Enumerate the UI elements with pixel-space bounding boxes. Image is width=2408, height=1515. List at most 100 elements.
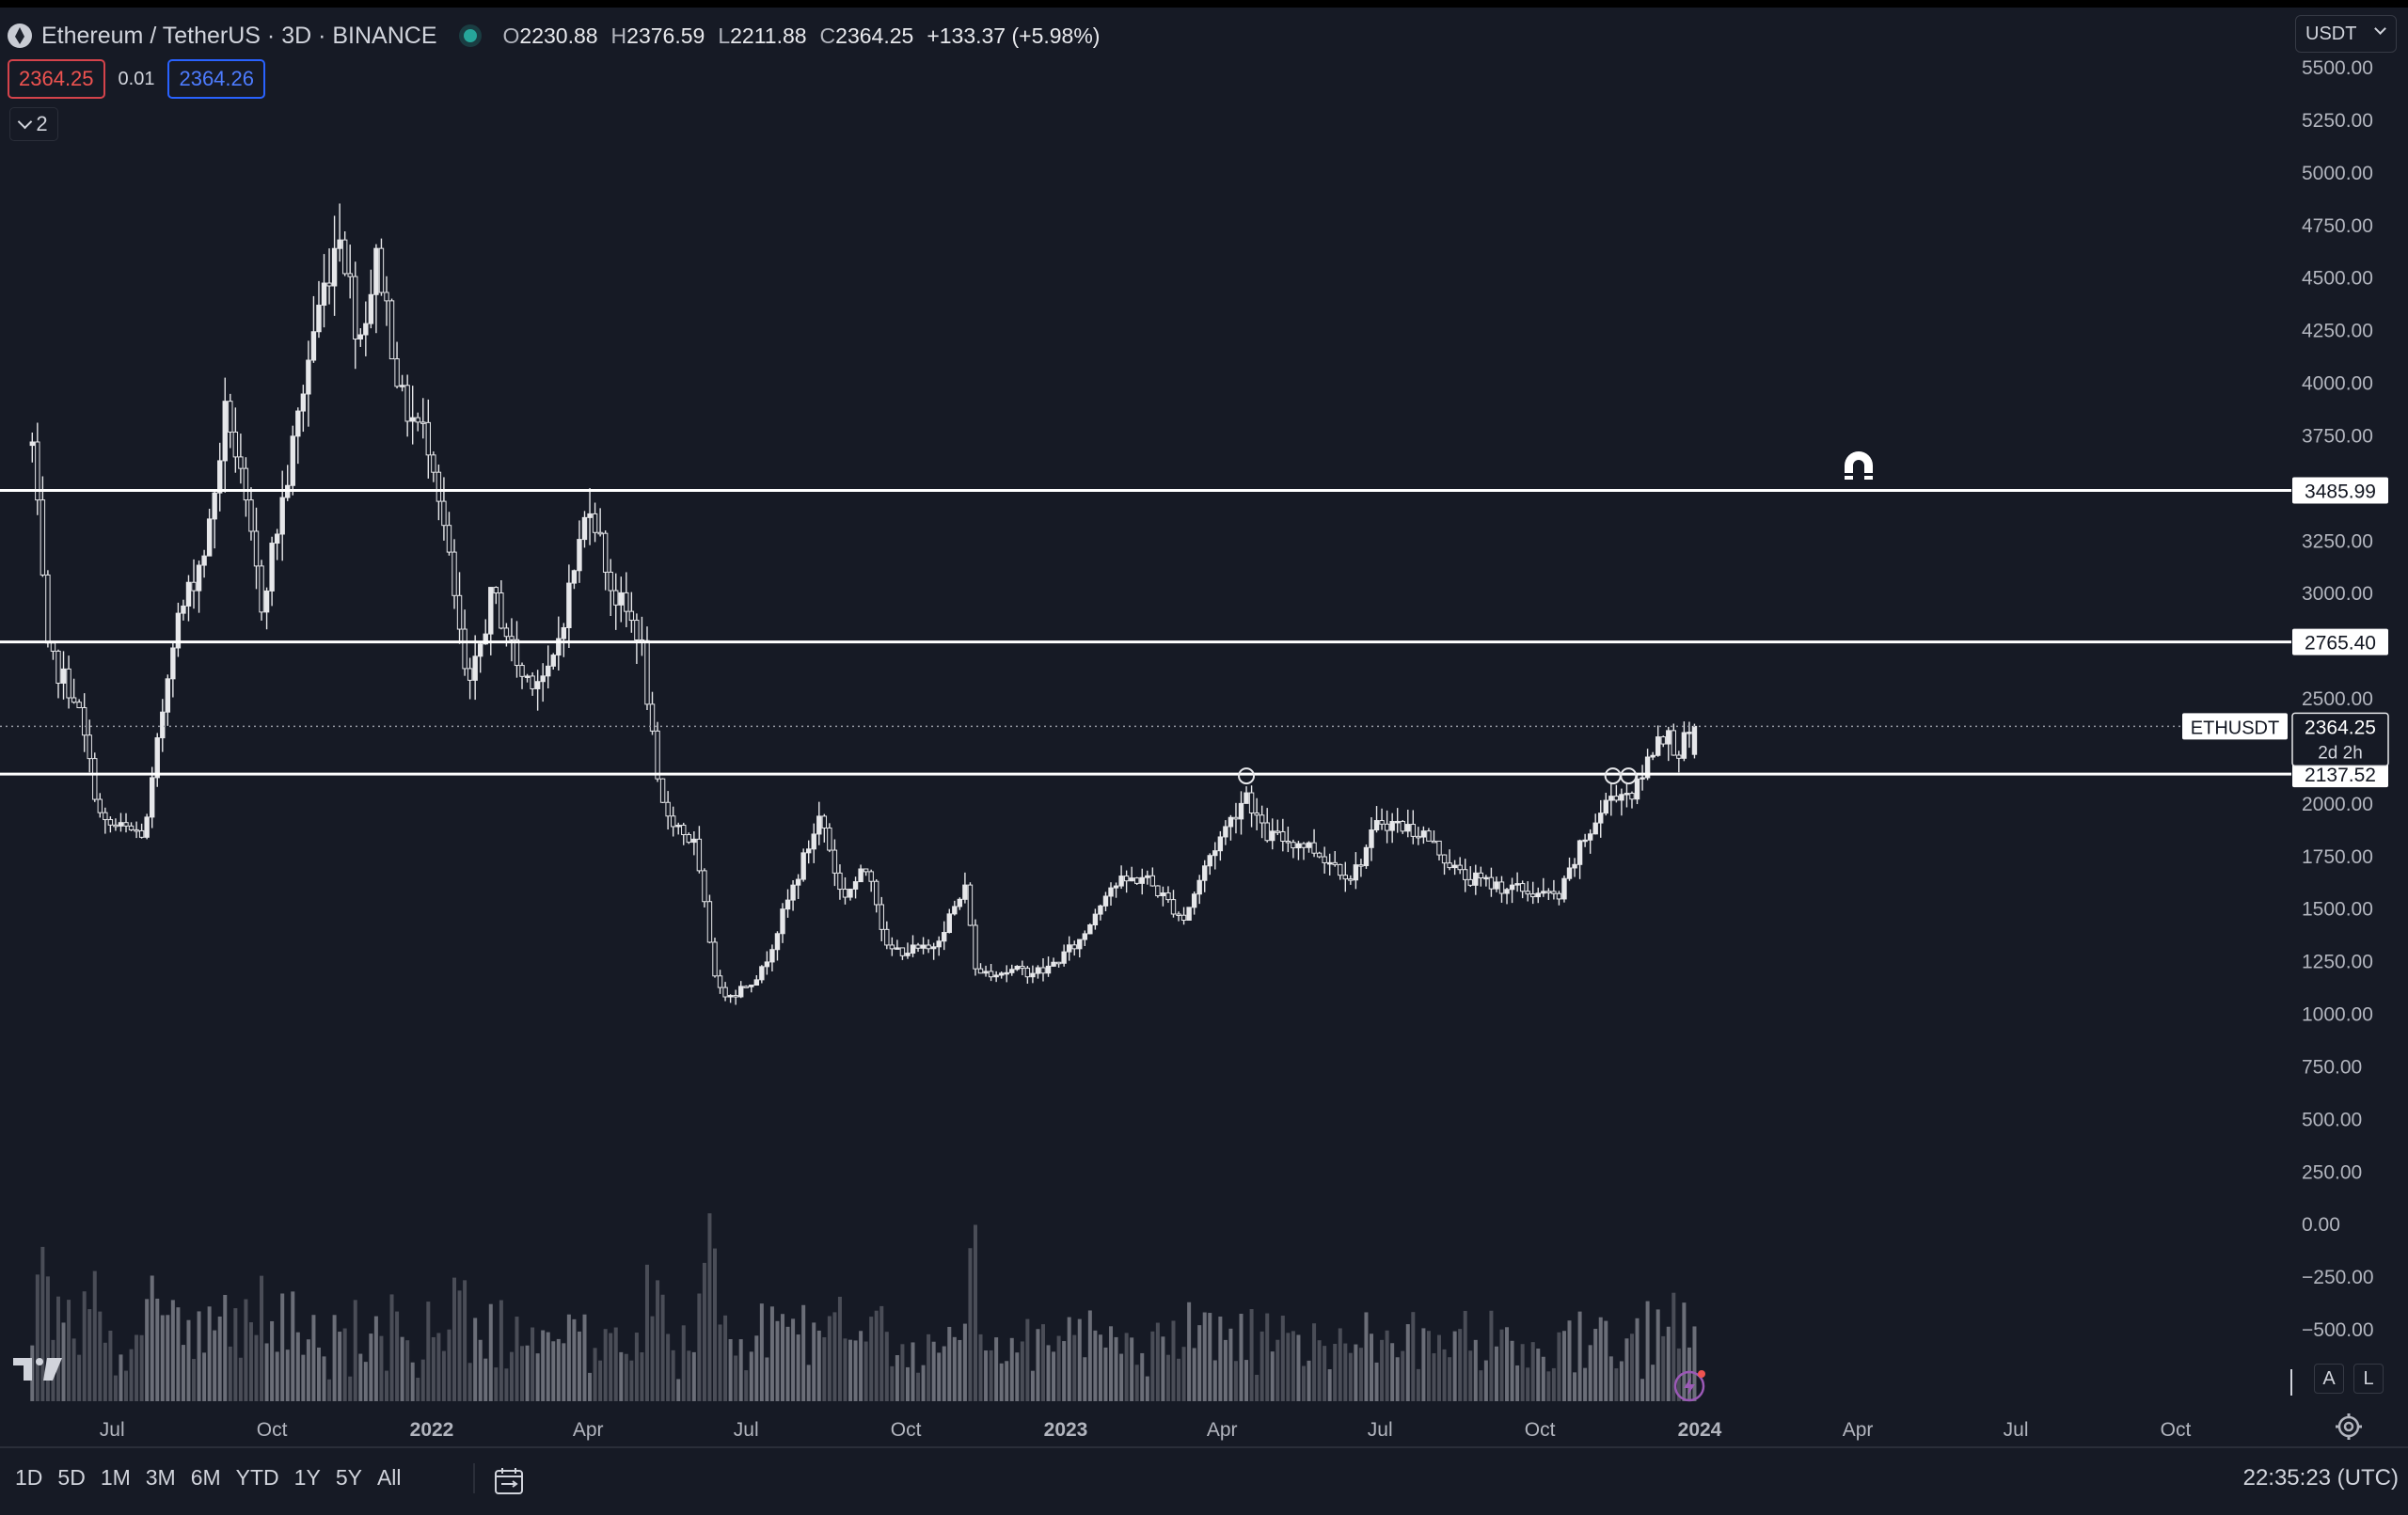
candle — [1264, 822, 1270, 842]
volume-bar — [244, 1299, 248, 1401]
volume-bar — [395, 1311, 400, 1401]
candle — [92, 758, 98, 800]
candle — [1098, 905, 1103, 915]
volume-bar — [1567, 1320, 1572, 1401]
candle — [326, 282, 332, 287]
candle — [138, 829, 145, 838]
time-axis-tick: Jul — [1368, 1419, 1393, 1441]
volume-bar — [207, 1306, 212, 1401]
tradingview-logo[interactable] — [11, 1354, 64, 1382]
auto-scale-button[interactable]: A — [2314, 1364, 2344, 1394]
range-button-5d[interactable]: 5D — [57, 1465, 86, 1490]
volume-bar — [962, 1323, 967, 1401]
candle — [1447, 862, 1452, 869]
symbol-legend[interactable]: Ethereum / TetherUS · 3D · BINANCE O2230… — [8, 17, 1113, 55]
volume-bar — [832, 1312, 837, 1401]
sell-price-button[interactable]: 2364.25 — [8, 59, 105, 99]
volume-bar — [1098, 1334, 1102, 1401]
volume-bar — [135, 1334, 139, 1401]
volume-bar — [1046, 1345, 1051, 1401]
range-button-6m[interactable]: 6M — [190, 1465, 221, 1490]
volume-bar — [1390, 1343, 1395, 1401]
candle — [71, 697, 77, 703]
candle — [321, 282, 327, 307]
calendar-range-icon[interactable] — [494, 1467, 524, 1495]
symbol-label: ETHUSDT — [2191, 718, 2279, 738]
candle — [290, 435, 295, 486]
volume-bar — [405, 1340, 410, 1401]
volume-bar — [124, 1370, 129, 1401]
range-button-3m[interactable]: 3M — [145, 1465, 176, 1490]
bid-ask-panel: 2364.25 0.01 2364.26 — [8, 59, 265, 99]
range-button-1d[interactable]: 1D — [15, 1465, 43, 1490]
candle — [1572, 863, 1577, 869]
magnet-icon[interactable] — [1842, 450, 1876, 481]
candle — [253, 530, 260, 567]
candle — [1655, 736, 1661, 756]
candle — [1223, 826, 1228, 838]
candle — [1045, 965, 1052, 974]
candle — [446, 525, 452, 553]
volume-bar — [1301, 1365, 1306, 1401]
volume-bar — [1614, 1368, 1619, 1401]
buy-price-button[interactable]: 2364.26 — [167, 59, 265, 99]
range-button-ytd[interactable]: YTD — [235, 1465, 279, 1490]
volume-bar — [515, 1317, 519, 1401]
candle — [1040, 967, 1046, 974]
candle — [806, 848, 812, 854]
candle — [228, 401, 233, 433]
flash-icon[interactable] — [1672, 1367, 1708, 1403]
candle — [1603, 799, 1608, 814]
candle — [1165, 892, 1171, 901]
range-button-1y[interactable]: 1Y — [293, 1465, 321, 1490]
candle — [357, 334, 363, 339]
volume-bar — [796, 1334, 800, 1401]
candle — [337, 239, 342, 249]
volume-bar — [1536, 1349, 1541, 1401]
candle — [1467, 878, 1473, 886]
candle — [884, 928, 890, 946]
candle — [1405, 824, 1411, 832]
volume-bar — [295, 1332, 300, 1401]
volume-bar — [738, 1339, 743, 1401]
ohlc-low-key: L — [718, 23, 731, 48]
volume-bar — [40, 1246, 45, 1401]
candle — [1030, 972, 1036, 978]
candle — [103, 812, 108, 821]
volume-bar — [264, 1343, 269, 1401]
volume-bar — [488, 1303, 493, 1401]
candle — [150, 777, 155, 818]
candle — [316, 305, 322, 333]
price-axis-tick: 5000.00 — [2302, 163, 2373, 184]
volume-bar — [785, 1326, 790, 1401]
volume-bar — [769, 1306, 774, 1401]
volume-bar — [525, 1345, 530, 1401]
candle — [1671, 730, 1677, 756]
symbol-title[interactable]: Ethereum / TetherUS · 3D · BINANCE — [41, 22, 437, 49]
log-scale-button[interactable]: L — [2353, 1364, 2384, 1394]
candle — [1451, 864, 1458, 869]
candle — [1077, 939, 1083, 950]
candle — [769, 949, 775, 963]
indicators-collapse-button[interactable]: 2 — [9, 107, 58, 141]
range-button-1m[interactable]: 1M — [100, 1465, 131, 1490]
volume-bar — [942, 1346, 946, 1401]
volume-bar — [457, 1290, 462, 1401]
range-button-all[interactable]: All — [376, 1465, 402, 1490]
currency-select[interactable]: USDT — [2295, 15, 2397, 53]
volume-bar — [223, 1294, 228, 1401]
candle — [514, 639, 520, 667]
range-button-5y[interactable]: 5Y — [335, 1465, 362, 1490]
settings-gear-icon[interactable] — [2333, 1411, 2365, 1443]
volume-bar — [1255, 1374, 1259, 1401]
candle — [1024, 968, 1031, 978]
volume-bar — [181, 1345, 185, 1401]
volume-bar — [1557, 1332, 1561, 1401]
price-chart[interactable]: 5500.00 5250.00 5000.00 4750.00 4500.00 4250.… — [0, 0, 2408, 1448]
volume-bar — [1421, 1328, 1426, 1401]
window-top-edge — [0, 0, 2408, 8]
volume-bar — [285, 1349, 290, 1401]
candle — [154, 737, 160, 779]
candle — [1123, 876, 1130, 882]
utc-clock[interactable]: 22:35:23 (UTC) — [2242, 1465, 2399, 1491]
